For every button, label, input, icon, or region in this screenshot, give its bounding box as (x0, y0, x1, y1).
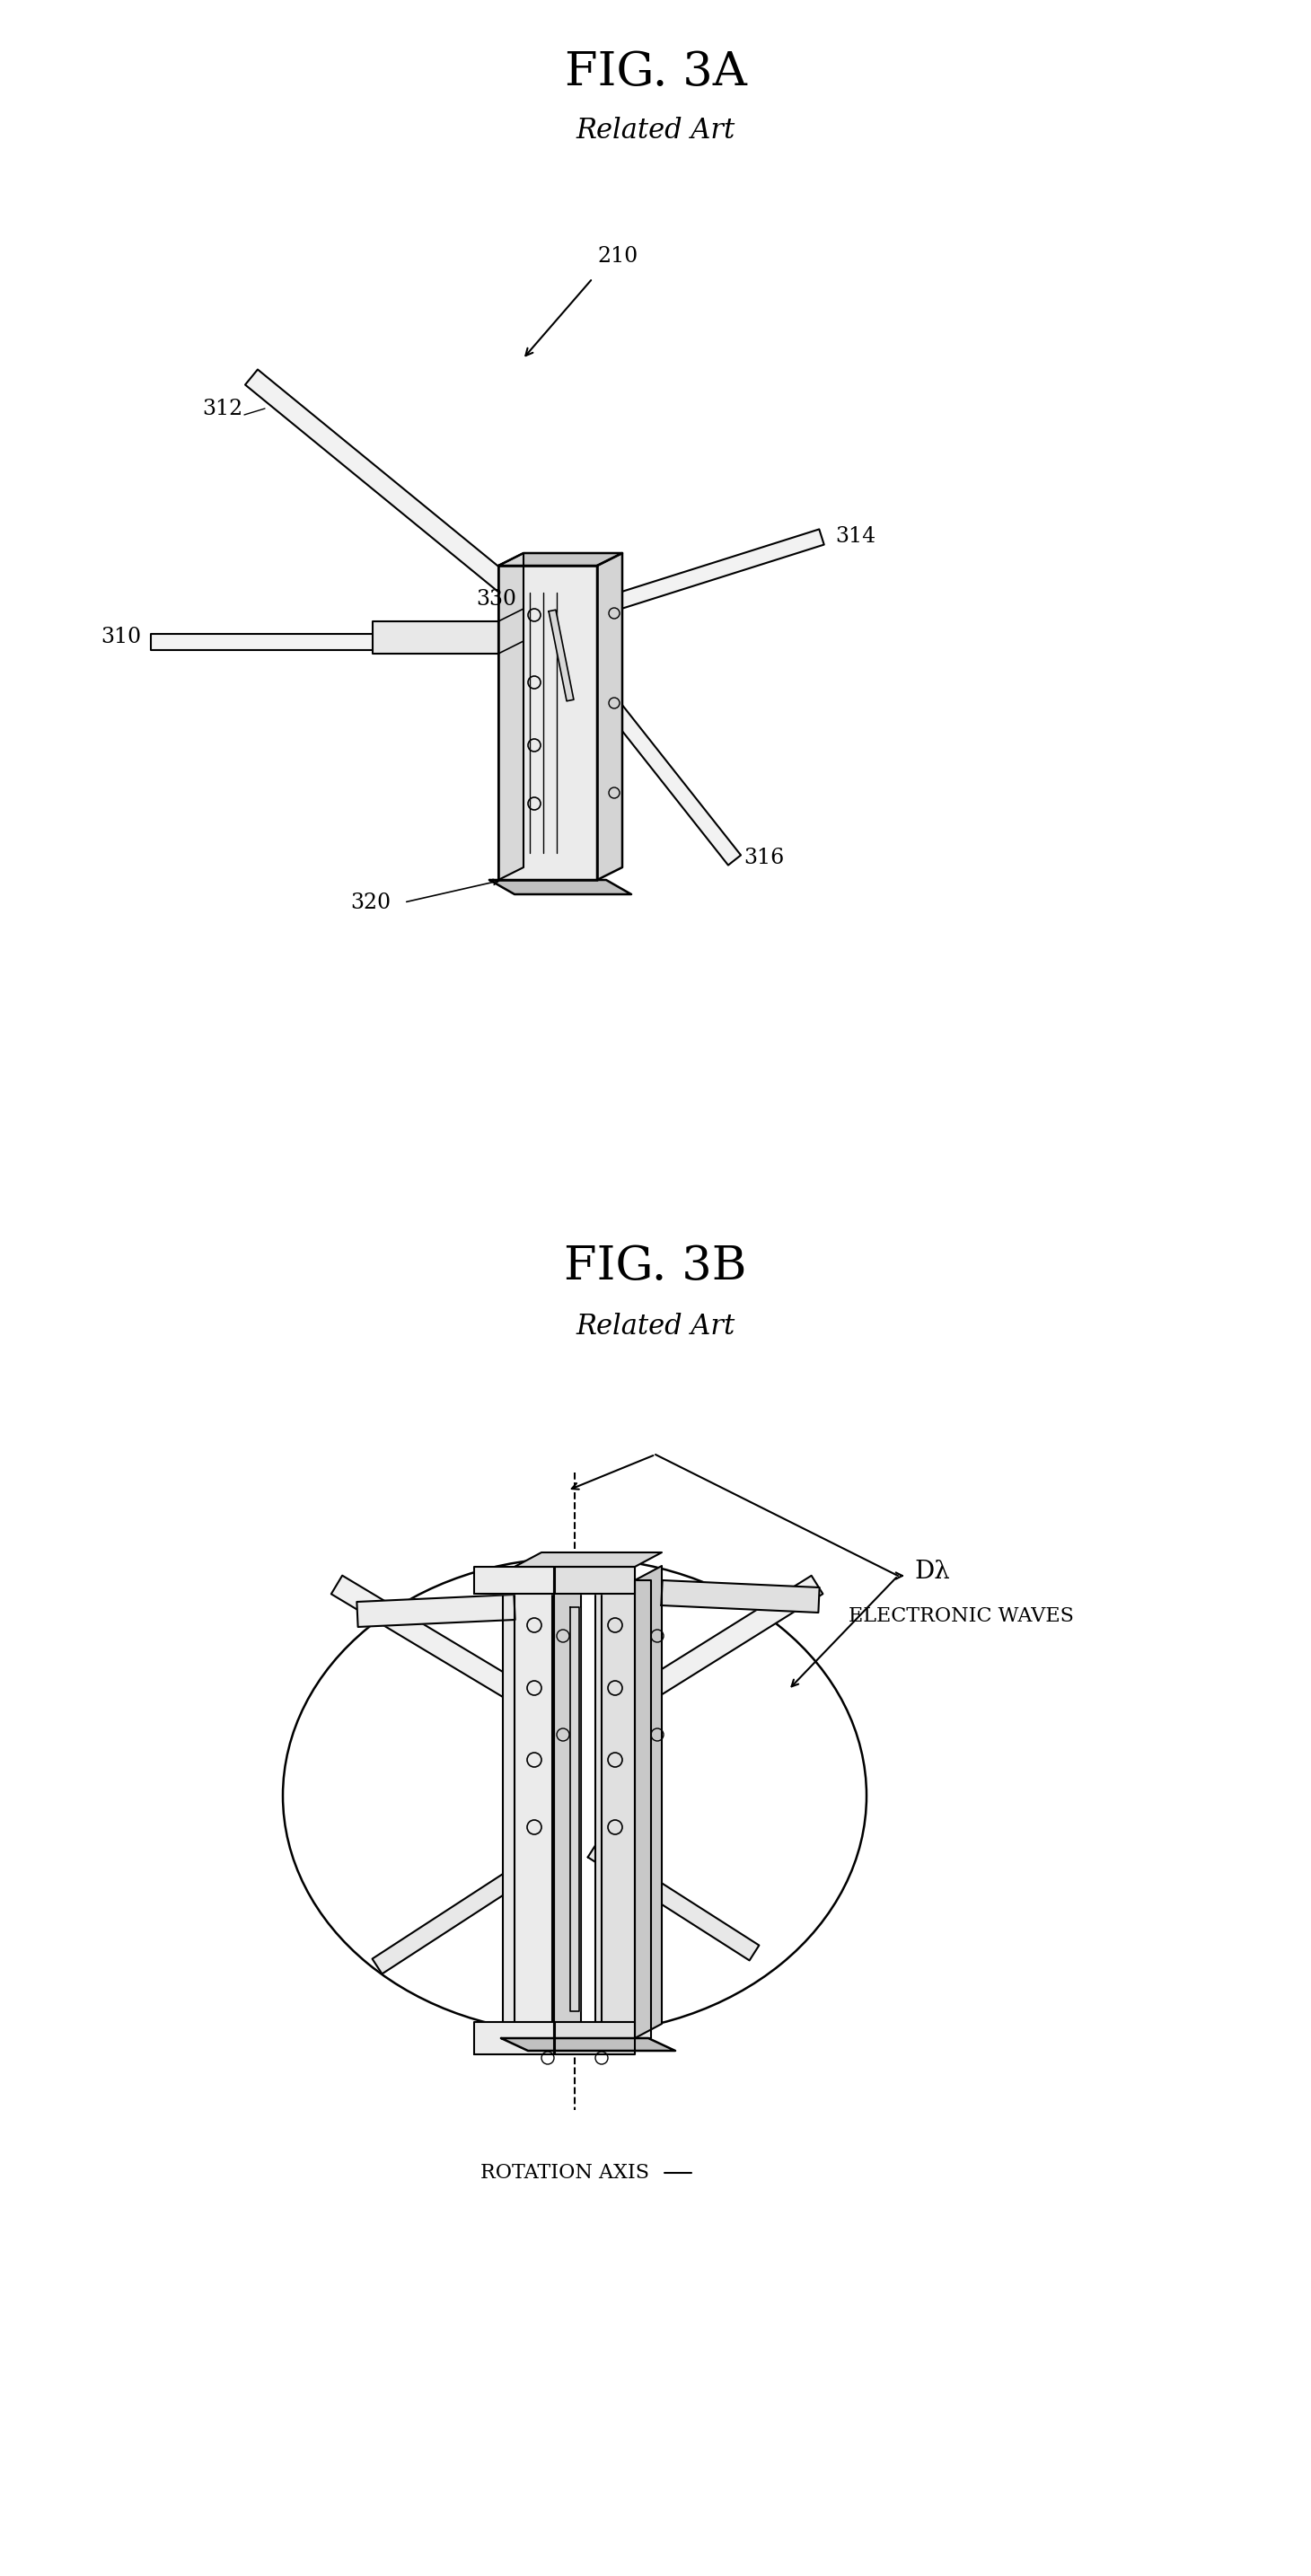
Polygon shape (489, 881, 632, 894)
Polygon shape (151, 634, 535, 649)
Polygon shape (587, 1842, 759, 1960)
Text: FIG. 3B: FIG. 3B (564, 1244, 747, 1288)
Text: ROTATION AXIS: ROTATION AXIS (480, 2164, 649, 2182)
Polygon shape (514, 1553, 662, 1566)
Text: 210: 210 (597, 245, 637, 265)
Polygon shape (570, 1607, 579, 2012)
Polygon shape (514, 1579, 555, 2038)
Polygon shape (245, 368, 555, 626)
Text: 320: 320 (350, 891, 391, 912)
Polygon shape (498, 608, 523, 654)
Text: FIG. 3A: FIG. 3A (565, 49, 746, 95)
Text: ELECTRONIC WAVES: ELECTRONIC WAVES (848, 1607, 1074, 1625)
Polygon shape (498, 554, 523, 881)
Text: 310: 310 (101, 626, 142, 647)
Text: 312: 312 (202, 399, 243, 420)
Polygon shape (498, 567, 597, 881)
Text: 330: 330 (476, 590, 517, 611)
Text: Related Art: Related Art (576, 1314, 735, 1342)
Polygon shape (498, 554, 623, 567)
Polygon shape (595, 1579, 635, 2038)
Polygon shape (560, 641, 741, 866)
Text: Dλ: Dλ (914, 1558, 949, 1584)
Polygon shape (597, 554, 623, 881)
Polygon shape (332, 1577, 566, 1728)
Polygon shape (357, 1595, 515, 1628)
Polygon shape (549, 611, 574, 701)
Text: 316: 316 (743, 848, 784, 868)
Text: Related Art: Related Art (576, 116, 735, 144)
Polygon shape (372, 1842, 561, 1973)
Polygon shape (661, 1579, 819, 1613)
Polygon shape (475, 2022, 555, 2053)
Polygon shape (372, 621, 498, 654)
Polygon shape (602, 1579, 652, 2038)
Polygon shape (501, 2038, 675, 2050)
Text: 314: 314 (835, 526, 876, 546)
Polygon shape (475, 1566, 555, 1595)
Polygon shape (572, 528, 825, 623)
Polygon shape (597, 1577, 823, 1728)
Polygon shape (635, 1566, 662, 2038)
Polygon shape (555, 1566, 635, 1595)
Polygon shape (503, 1579, 552, 2038)
Polygon shape (555, 2022, 635, 2053)
Polygon shape (555, 1566, 581, 2038)
